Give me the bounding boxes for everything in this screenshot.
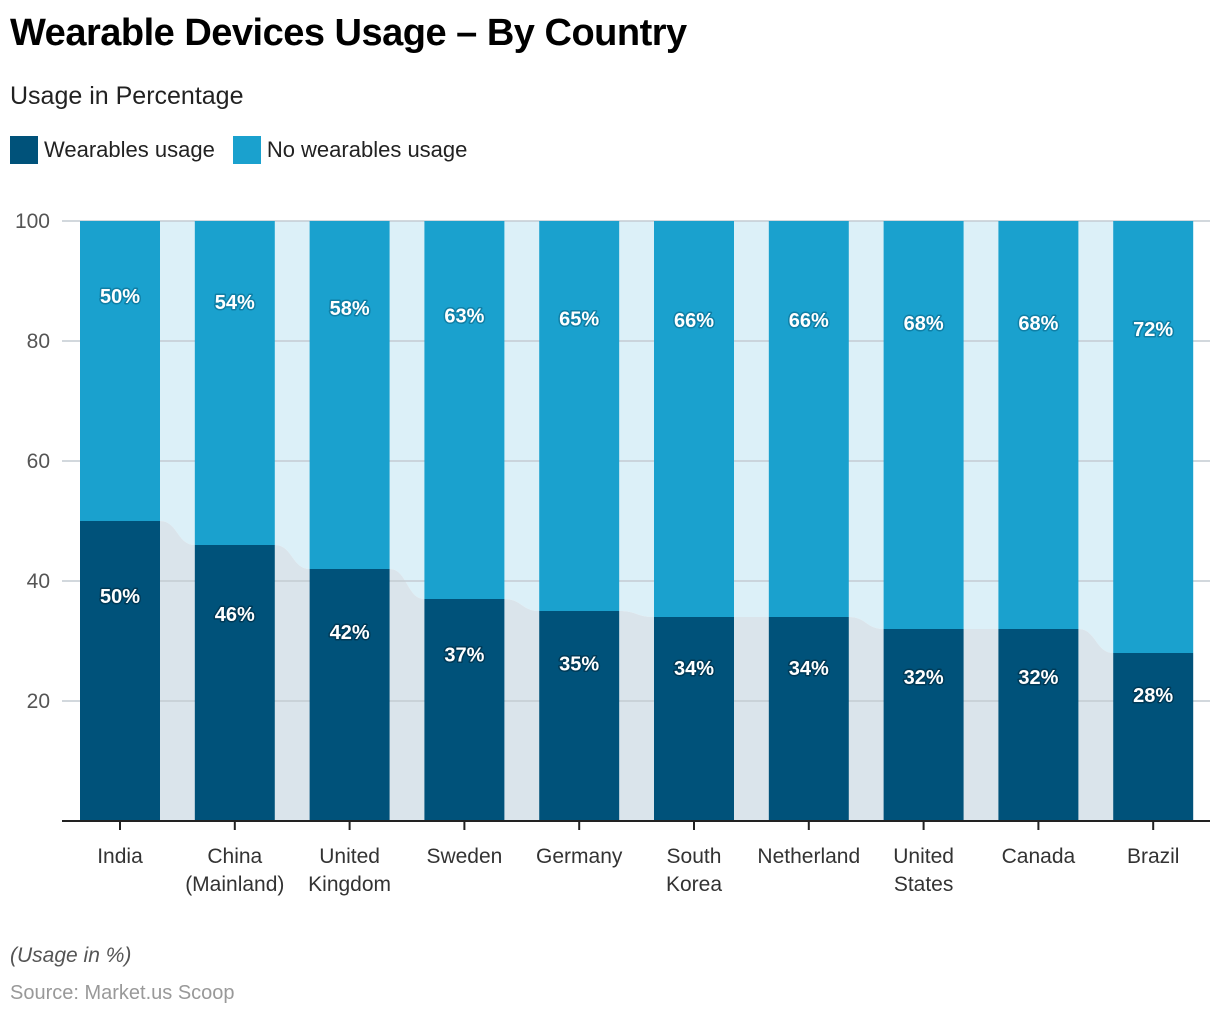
bar-wearables bbox=[998, 629, 1079, 821]
bars bbox=[80, 221, 1194, 821]
bar-wearables bbox=[309, 569, 390, 821]
data-label: 66% bbox=[789, 310, 829, 332]
data-label: 35% bbox=[559, 654, 599, 676]
bar-no-wearables bbox=[768, 221, 849, 617]
legend-swatch-wearables bbox=[10, 136, 38, 164]
data-label: 34% bbox=[789, 658, 829, 680]
connector-wearables bbox=[274, 545, 310, 821]
connector-no-wearables bbox=[848, 221, 884, 629]
data-label: 63% bbox=[444, 306, 484, 328]
data-label: 34% bbox=[674, 658, 714, 680]
data-label: 54% bbox=[215, 292, 255, 314]
connector-no-wearables bbox=[963, 221, 999, 629]
y-tick-label: 100 bbox=[15, 210, 50, 233]
legend-item-wearables[interactable]: Wearables usage bbox=[10, 136, 215, 164]
bar-wearables bbox=[654, 617, 734, 821]
y-tick-label: 20 bbox=[27, 690, 50, 713]
bar-wearables bbox=[883, 629, 964, 821]
connector-wearables bbox=[504, 599, 540, 821]
x-tick-label: Korea bbox=[666, 873, 722, 896]
connector-no-wearables bbox=[160, 221, 195, 545]
data-label: 28% bbox=[1133, 685, 1173, 707]
data-label: 37% bbox=[444, 645, 484, 667]
bar-wearables bbox=[424, 599, 505, 821]
legend-label-wearables: Wearables usage bbox=[44, 137, 215, 162]
connector-no-wearables bbox=[274, 221, 310, 569]
chart-subtitle: Usage in Percentage bbox=[10, 82, 244, 110]
connectors bbox=[160, 221, 1114, 821]
data-label: 46% bbox=[215, 604, 255, 626]
data-label: 66% bbox=[674, 310, 714, 332]
legend-item-no-wearables[interactable]: No wearables usage bbox=[232, 136, 468, 164]
x-tick-label: States bbox=[894, 873, 954, 896]
connector-wearables bbox=[619, 611, 654, 821]
bar-no-wearables bbox=[1113, 221, 1194, 653]
x-tick-label: Canada bbox=[1002, 845, 1076, 868]
connector-no-wearables bbox=[389, 221, 425, 599]
bar-no-wearables bbox=[194, 221, 275, 545]
x-tick-label: United bbox=[893, 845, 954, 868]
y-axis-ticks: 20 40 60 80 100 bbox=[15, 210, 50, 713]
bar-wearables bbox=[1113, 653, 1194, 821]
data-label: 50% bbox=[100, 286, 140, 308]
x-tick-label: (Mainland) bbox=[185, 873, 284, 896]
bar-no-wearables bbox=[424, 221, 505, 599]
connector-wearables bbox=[963, 629, 999, 821]
connector-wearables bbox=[848, 617, 884, 821]
y-tick-label: 40 bbox=[27, 570, 50, 593]
bar-no-wearables bbox=[539, 221, 620, 611]
data-labels: 50% 50% 46% 54% 42% 58% 37% 63% 35% 65% 34% 66% 34% 6… bbox=[98, 285, 1174, 709]
connector-wearables bbox=[734, 617, 769, 821]
x-tick-label: Brazil bbox=[1127, 845, 1180, 868]
bar-no-wearables bbox=[998, 221, 1079, 629]
connector-no-wearables bbox=[504, 221, 540, 611]
x-tick-label: India bbox=[97, 845, 143, 868]
footnote: (Usage in %) bbox=[10, 944, 132, 967]
data-label: 58% bbox=[330, 298, 370, 320]
connector-wearables bbox=[1078, 629, 1114, 821]
x-axis-ticks: India China (Mainland) United Kingdom Sweden G… bbox=[97, 821, 1179, 896]
data-label: 42% bbox=[330, 622, 370, 644]
y-tick-label: 80 bbox=[27, 330, 50, 353]
bar-wearables bbox=[539, 611, 620, 821]
legend: Wearables usage No wearables usage bbox=[10, 136, 485, 164]
bar-no-wearables bbox=[654, 221, 734, 617]
x-tick-label: Germany bbox=[536, 845, 623, 868]
connector-wearables bbox=[160, 521, 195, 821]
bar-wearables bbox=[194, 545, 275, 821]
data-label: 32% bbox=[904, 667, 944, 689]
source-text: Source: Market.us Scoop bbox=[10, 982, 235, 1004]
connector-no-wearables bbox=[1078, 221, 1114, 653]
bar-wearables bbox=[768, 617, 849, 821]
bar-no-wearables bbox=[883, 221, 964, 629]
legend-label-no-wearables: No wearables usage bbox=[266, 137, 468, 162]
bar-no-wearables bbox=[309, 221, 390, 569]
data-label: 72% bbox=[1133, 319, 1173, 341]
connector-no-wearables bbox=[619, 221, 654, 617]
data-label: 68% bbox=[904, 313, 944, 335]
y-tick-label: 60 bbox=[27, 450, 50, 473]
x-tick-label: China bbox=[207, 845, 262, 868]
bar-wearables bbox=[80, 521, 160, 821]
x-tick-label: United bbox=[319, 845, 380, 868]
connector-no-wearables bbox=[734, 221, 769, 617]
legend-swatch-no-wearables bbox=[232, 136, 261, 164]
x-tick-label: South bbox=[667, 845, 722, 868]
bar-no-wearables bbox=[80, 221, 160, 521]
connector-wearables bbox=[389, 569, 425, 821]
x-tick-label: Kingdom bbox=[308, 873, 391, 896]
chart-title: Wearable Devices Usage – By Country bbox=[10, 12, 687, 54]
data-label: 68% bbox=[1018, 313, 1058, 335]
data-label: 65% bbox=[559, 309, 599, 331]
x-tick-label: Sweden bbox=[426, 845, 502, 868]
x-tick-label: Netherland bbox=[757, 845, 860, 868]
data-label: 32% bbox=[1018, 667, 1058, 689]
data-label: 50% bbox=[100, 586, 140, 608]
